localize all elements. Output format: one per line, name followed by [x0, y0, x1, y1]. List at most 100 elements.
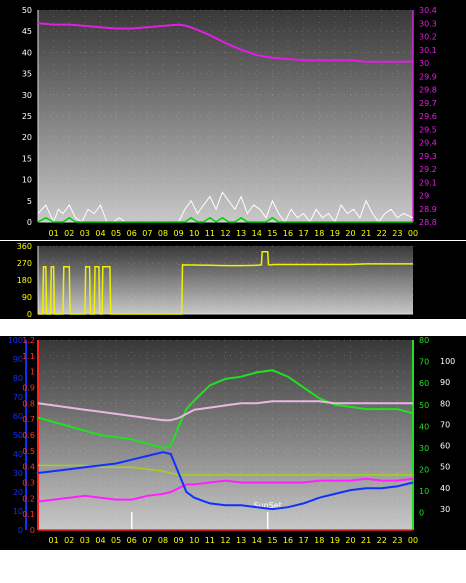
x-tick-label: 05 — [111, 536, 121, 545]
x-tick-label: 19 — [330, 229, 340, 238]
sunset-label: SunSet — [254, 501, 282, 510]
humidity-in-line — [38, 464, 413, 476]
y-temp-tick-label: 50 — [419, 401, 429, 410]
x-tick-label: 04 — [95, 229, 105, 238]
plot-background — [38, 246, 413, 314]
y-right-tick-label: 29.1 — [419, 178, 437, 187]
y-rain-tick-label: 1.1 — [22, 352, 35, 361]
x-tick-label: 00 — [408, 229, 418, 238]
x-tick-label: 23 — [392, 229, 402, 238]
y-right-tick-label: 30 — [419, 59, 429, 68]
wind-direction-line — [38, 250, 413, 315]
x-tick-label: 17 — [299, 536, 309, 545]
y-right-tick-label: 29.2 — [419, 165, 437, 174]
y-humidity-tick-label: 60 — [13, 412, 23, 421]
y-left-tick-label: 30 — [22, 91, 32, 100]
y-rain-tick-label: 0.4 — [22, 463, 35, 472]
y-rain-tick-label: 0.3 — [22, 479, 35, 488]
y-left-tick-label: 50 — [22, 6, 32, 15]
y-indoor-tick-label: 50 — [440, 463, 450, 472]
x-tick-label: 14 — [252, 229, 262, 238]
x-tick-label: 12 — [220, 536, 230, 545]
x-tick-label: 13 — [236, 229, 246, 238]
x-tick-label: 18 — [314, 229, 324, 238]
x-tick-label: 15 — [267, 536, 277, 545]
y-left-tick-label: 20 — [22, 133, 32, 142]
y-rain-tick-label: 0.2 — [22, 494, 35, 503]
x-tick-label: 12 — [220, 229, 230, 238]
x-tick-label: 19 — [330, 536, 340, 545]
y-rain-tick-label: 0.7 — [22, 415, 35, 424]
x-tick-label: 08 — [158, 536, 168, 545]
x-tick-label: 02 — [64, 536, 74, 545]
x-tick-label: 00 — [408, 536, 418, 545]
x-tick-label: 05 — [111, 229, 121, 238]
y-right-tick-label: 29.5 — [419, 125, 437, 134]
x-tick-label: 03 — [80, 229, 90, 238]
y-humidity-tick-label: 30 — [13, 469, 23, 478]
x-tick-label: 01 — [49, 229, 59, 238]
x-tick-label: 08 — [158, 229, 168, 238]
y-rain-tick-label: 0.8 — [22, 399, 35, 408]
y-humidity-tick-label: 50 — [13, 431, 23, 440]
dew-point-line — [37, 451, 414, 511]
y-left-tick-label: 35 — [22, 70, 32, 79]
y-temp-tick-label: 70 — [419, 358, 429, 367]
outdoor-temp-line — [37, 369, 414, 450]
x-tick-label: 13 — [236, 536, 246, 545]
temperature-humidity-chart: 0 10 20 30 40 50 60 70 80 90 100 0 0.1 0.2 0.3 0.4 0.5 0.… — [0, 336, 466, 550]
y-right-tick-label: 30.4 — [419, 6, 437, 15]
plot-background — [38, 10, 413, 222]
y-right-tick-label: 30.1 — [419, 46, 437, 55]
x-tick-label: 20 — [345, 536, 355, 545]
x-tick-label: 07 — [142, 536, 152, 545]
wind-gust-line — [37, 216, 413, 223]
y-left-tick-label: 10 — [22, 176, 32, 185]
y-temp-tick-label: 20 — [419, 466, 429, 475]
y-rain-tick-label: 0.9 — [22, 384, 35, 393]
y-left-tick-label: 0 — [27, 218, 32, 227]
x-tick-label: 09 — [174, 229, 184, 238]
y-humidity-tick-label: 90 — [13, 355, 23, 364]
x-tick-label: 07 — [142, 229, 152, 238]
y-rain-tick-label: 0.1 — [22, 510, 35, 519]
y-humidity-tick-label: 0 — [18, 526, 23, 535]
y-left-tick-label: 25 — [22, 112, 32, 121]
x-tick-label: 20 — [345, 229, 355, 238]
wind-pressure-chart: 0 5 10 15 20 25 30 35 40 45 50 28.8 28.9 29 29.1 29.2 29… — [0, 0, 466, 240]
indoor-temp-line — [37, 400, 413, 422]
y-right-tick-label: 29.9 — [419, 72, 437, 81]
y-rain-tick-label: 1 — [30, 368, 35, 377]
y-left-tick-label: 5 — [27, 197, 32, 206]
y-rain-tick-label: 0 — [30, 526, 35, 535]
y-rain-tick-label: 0.5 — [22, 447, 35, 456]
x-tick-label: 11 — [205, 536, 215, 545]
x-tick-label: 21 — [361, 229, 371, 238]
y-indoor-tick-label: 40 — [440, 484, 450, 493]
y-humidity-tick-label: 80 — [13, 374, 23, 383]
pressure-line — [37, 22, 413, 63]
x-tick-label: 18 — [314, 536, 324, 545]
y-right-tick-label: 29.3 — [419, 152, 437, 161]
y-temp-tick-label: 60 — [419, 379, 429, 388]
x-tick-label: 16 — [283, 229, 293, 238]
x-tick-label: 22 — [377, 536, 387, 545]
y-indoor-tick-label: 90 — [440, 378, 450, 387]
wind-direction-plot: 0 90 180 270 360 — [17, 242, 414, 319]
y-indoor-tick-label: 70 — [440, 420, 450, 429]
y-left-tick-label: 15 — [22, 154, 32, 163]
x-tick-label: 15 — [267, 229, 277, 238]
wind-direction-chart: 0 90 180 270 360 — [0, 241, 466, 319]
y-indoor-tick-label: 80 — [440, 399, 450, 408]
x-tick-label: 11 — [205, 229, 215, 238]
y-tick-label: 360 — [17, 242, 32, 251]
y-humidity-tick-label: 70 — [13, 393, 23, 402]
x-tick-label: 04 — [95, 536, 105, 545]
y-tick-label: 180 — [17, 276, 32, 285]
y-right-tick-label: 29.7 — [419, 99, 437, 108]
y-temp-tick-label: 40 — [419, 422, 429, 431]
y-left-tick-label: 45 — [22, 27, 32, 36]
y-humidity-tick-label: 20 — [13, 488, 23, 497]
x-tick-label: 10 — [189, 536, 199, 545]
y-tick-label: 0 — [27, 310, 32, 319]
